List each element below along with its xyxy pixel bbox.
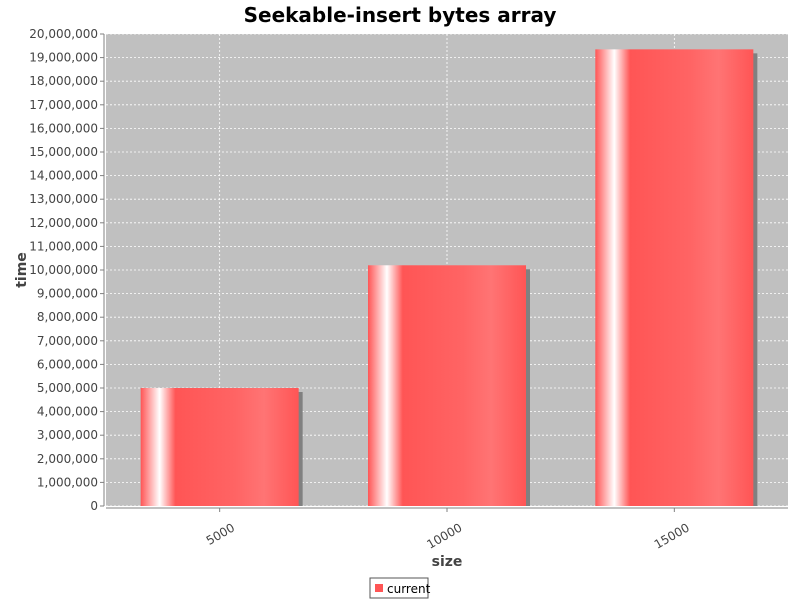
y-tick-label: 7,000,000 — [37, 334, 98, 348]
y-axis-ticks: 0 1,000,000 2,000,000 3,000,000 4,000,000 5,0… — [29, 27, 104, 513]
y-tick-label: 8,000,000 — [37, 310, 98, 324]
y-tick-label: 10,000,000 — [29, 263, 98, 277]
legend-swatch-current — [375, 584, 383, 592]
y-tick-label: 9,000,000 — [37, 287, 98, 301]
chart-title: Seekable-insert bytes array — [244, 3, 557, 27]
y-tick-label: 13,000,000 — [29, 192, 98, 206]
y-tick-label: 0 — [90, 499, 98, 513]
legend-box — [369, 577, 429, 599]
x-tick-label: 5000 — [204, 520, 237, 547]
y-tick-label: 1,000,000 — [37, 475, 98, 489]
y-tick-label: 2,000,000 — [37, 452, 98, 466]
x-axis-title: size — [432, 554, 463, 570]
y-tick-label: 18,000,000 — [29, 74, 98, 88]
bar-5000 — [140, 388, 299, 506]
y-tick-label: 4,000,000 — [37, 405, 98, 419]
y-tick-label: 16,000,000 — [29, 121, 98, 135]
bar-10000 — [368, 265, 526, 506]
y-tick-label: 11,000,000 — [29, 239, 98, 253]
y-tick-label: 3,000,000 — [37, 428, 98, 442]
y-tick-label: 14,000,000 — [29, 169, 98, 183]
y-tick-label: 12,000,000 — [29, 216, 98, 230]
y-tick-label: 17,000,000 — [29, 98, 98, 112]
y-tick-label: 5,000,000 — [37, 381, 98, 395]
y-tick-label: 15,000,000 — [29, 145, 98, 159]
y-tick-label: 20,000,000 — [29, 27, 98, 41]
bars-group — [140, 49, 758, 507]
bar-15000 — [595, 49, 754, 507]
y-axis-title: time — [14, 252, 30, 288]
legend-label-current: current — [387, 582, 431, 596]
legend: current — [369, 577, 431, 599]
y-tick-label: 19,000,000 — [29, 51, 98, 65]
x-tick-label: 10000 — [424, 520, 464, 551]
x-tick-label: 15000 — [652, 520, 692, 551]
x-axis-ticks: 5000 10000 15000 — [204, 508, 692, 552]
y-tick-label: 6,000,000 — [37, 357, 98, 371]
